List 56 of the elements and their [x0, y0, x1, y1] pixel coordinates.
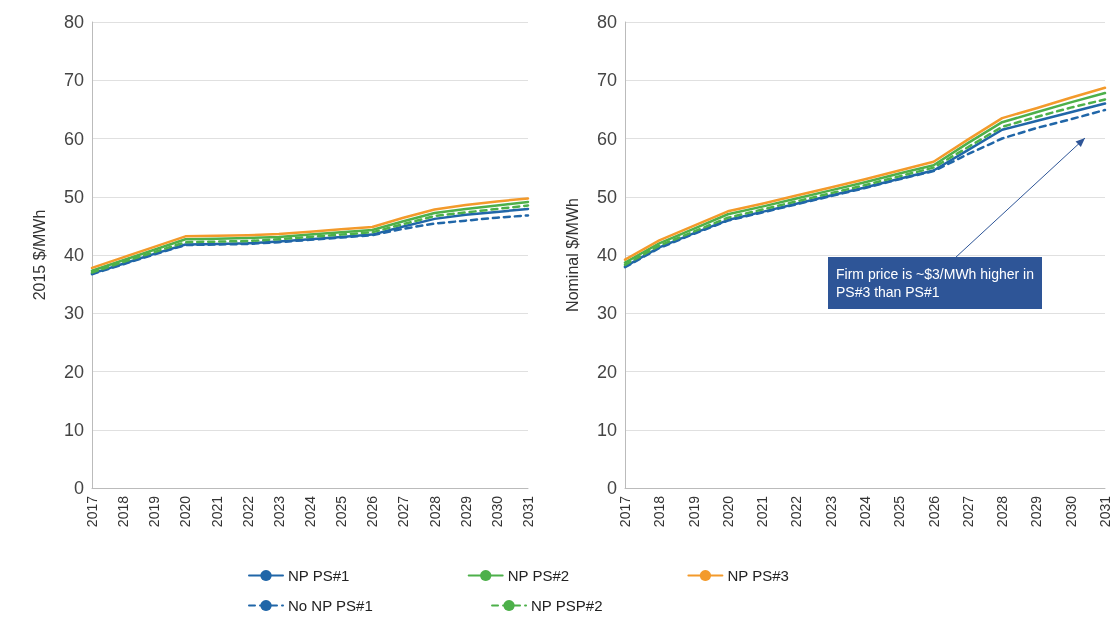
y-tick-label: 40: [596, 245, 617, 265]
y-tick-label: 30: [63, 303, 84, 324]
y-tick-label: 70: [596, 70, 617, 91]
y-tick-label: 10: [63, 419, 84, 440]
x-tick-label: 2028: [426, 495, 443, 528]
x-tick-label: 2031: [1097, 495, 1112, 528]
x-tick-label: 2025: [333, 495, 350, 528]
y-tick-label: 10: [596, 419, 617, 440]
y-tick-label: 0: [73, 478, 84, 498]
x-tick-label: 2019: [685, 495, 702, 528]
x-tick-label: 2021: [208, 495, 225, 528]
x-tick-label: 2028: [994, 495, 1011, 528]
x-tick-label: 2022: [788, 495, 805, 528]
y-axis-title: 2015 $/MWh: [30, 209, 48, 301]
x-tick-label: 2024: [857, 495, 873, 528]
y-tick-label: 40: [63, 245, 84, 265]
legend-label: NP PS#2: [507, 567, 570, 584]
x-tick-label: 2018: [651, 495, 668, 528]
y-tick-label: 30: [596, 303, 617, 324]
x-tick-label: 2027: [395, 495, 412, 528]
y-tick-label: 20: [596, 361, 617, 382]
x-tick-label: 2029: [1028, 495, 1045, 528]
y-axis-title: Nominal $/MWh: [563, 198, 581, 312]
x-tick-label: 2027: [959, 495, 976, 528]
x-tick-label: 2026: [925, 495, 942, 528]
y-tick-label: 50: [596, 186, 617, 207]
x-tick-label: 2030: [1062, 495, 1079, 528]
y-tick-label: 80: [63, 12, 84, 32]
x-tick-label: 2019: [146, 495, 163, 528]
y-tick-label: 80: [596, 12, 617, 32]
x-tick-label: 2031: [520, 495, 536, 528]
x-tick-label: 2023: [270, 495, 287, 528]
x-tick-label: 2017: [84, 495, 100, 528]
legend-label: NP PSP#2: [531, 597, 603, 614]
x-tick-label: 2029: [457, 495, 474, 528]
x-tick-label: 2026: [364, 495, 381, 528]
x-tick-label: 2020: [177, 495, 194, 528]
y-tick-label: 20: [63, 361, 84, 382]
y-tick-label: 0: [606, 478, 617, 498]
x-tick-label: 2022: [239, 495, 256, 528]
x-tick-label: 2018: [115, 495, 132, 528]
x-tick-label: 2017: [617, 495, 633, 528]
x-tick-label: 2021: [754, 495, 771, 528]
legend-label: No NP PS#1: [288, 597, 373, 614]
legend-label: NP PS#3: [727, 567, 789, 584]
y-tick-label: 70: [63, 70, 84, 91]
y-tick-label: 60: [63, 128, 84, 149]
legend-label: NP PS#1: [288, 567, 350, 584]
x-tick-label: 2030: [488, 495, 505, 528]
x-tick-label: 2024: [302, 495, 318, 528]
x-tick-label: 2023: [822, 495, 839, 528]
x-tick-label: 2025: [891, 495, 908, 528]
x-tick-label: 2020: [719, 495, 736, 528]
annotation: Firm price is ~$3/MWh higher in PS#3 than PS#1: [828, 257, 1042, 309]
y-tick-label: 50: [63, 186, 84, 207]
y-tick-label: 60: [596, 128, 617, 149]
